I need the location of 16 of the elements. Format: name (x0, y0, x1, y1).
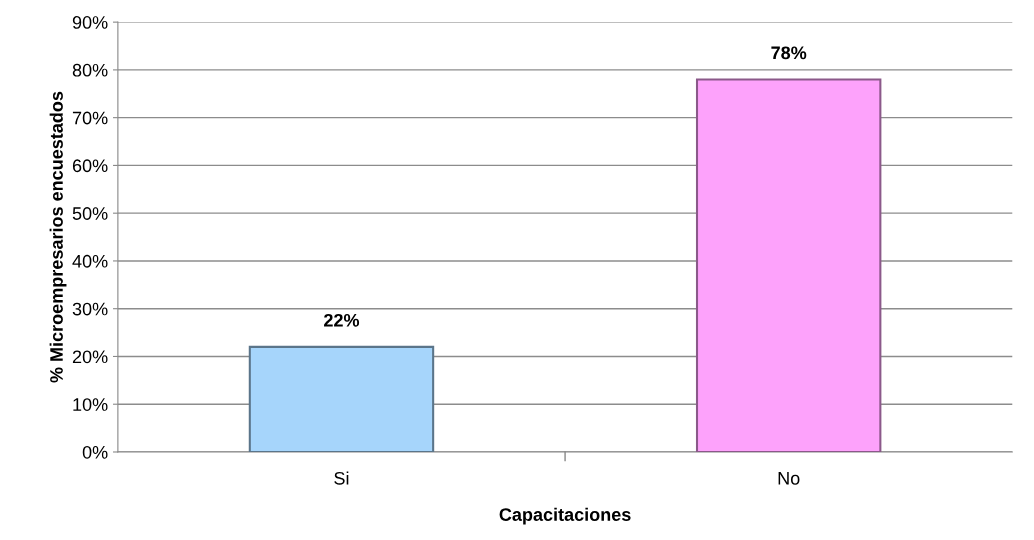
y-tick-label: 10% (73, 398, 108, 411)
x-axis-title: Capacitaciones (499, 507, 631, 525)
x-tick-label: Si (334, 471, 349, 485)
y-tick-label: 80% (72, 63, 108, 77)
data-label: 78% (771, 46, 807, 60)
y-tick-label: 70% (72, 111, 108, 125)
y-tick-label: 30% (72, 302, 108, 316)
y-tick-label: 50% (72, 207, 108, 220)
y-tick-label: 40% (72, 254, 108, 268)
y-tick-label: 20% (72, 350, 108, 364)
y-tick-label: 0% (82, 445, 108, 459)
x-tick-label: No (778, 472, 800, 485)
y-tick-label: 90% (72, 16, 108, 29)
data-label: 22% (324, 313, 360, 327)
y-axis-title: % Microempresarios encuestados (49, 91, 67, 383)
y-tick-label: 60% (72, 159, 108, 173)
